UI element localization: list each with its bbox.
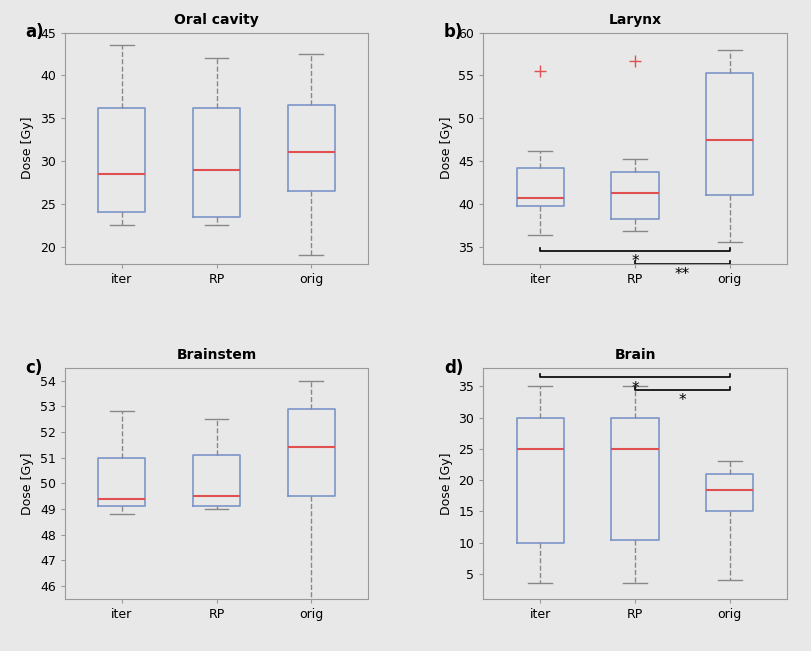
Text: a): a) [25, 23, 44, 41]
Title: Larynx: Larynx [608, 13, 662, 27]
Text: **: ** [675, 267, 690, 282]
Text: c): c) [25, 359, 43, 376]
Text: d): d) [444, 359, 463, 376]
Text: *: * [631, 381, 639, 396]
Y-axis label: Dose [Gy]: Dose [Gy] [440, 117, 453, 180]
Title: Oral cavity: Oral cavity [174, 13, 259, 27]
Y-axis label: Dose [Gy]: Dose [Gy] [21, 117, 34, 180]
Title: Brain: Brain [614, 348, 656, 363]
Text: *: * [679, 393, 686, 408]
Text: *: * [631, 255, 639, 270]
Title: Brainstem: Brainstem [176, 348, 256, 363]
Y-axis label: Dose [Gy]: Dose [Gy] [440, 452, 453, 514]
Y-axis label: Dose [Gy]: Dose [Gy] [21, 452, 34, 514]
Text: b): b) [444, 23, 463, 41]
